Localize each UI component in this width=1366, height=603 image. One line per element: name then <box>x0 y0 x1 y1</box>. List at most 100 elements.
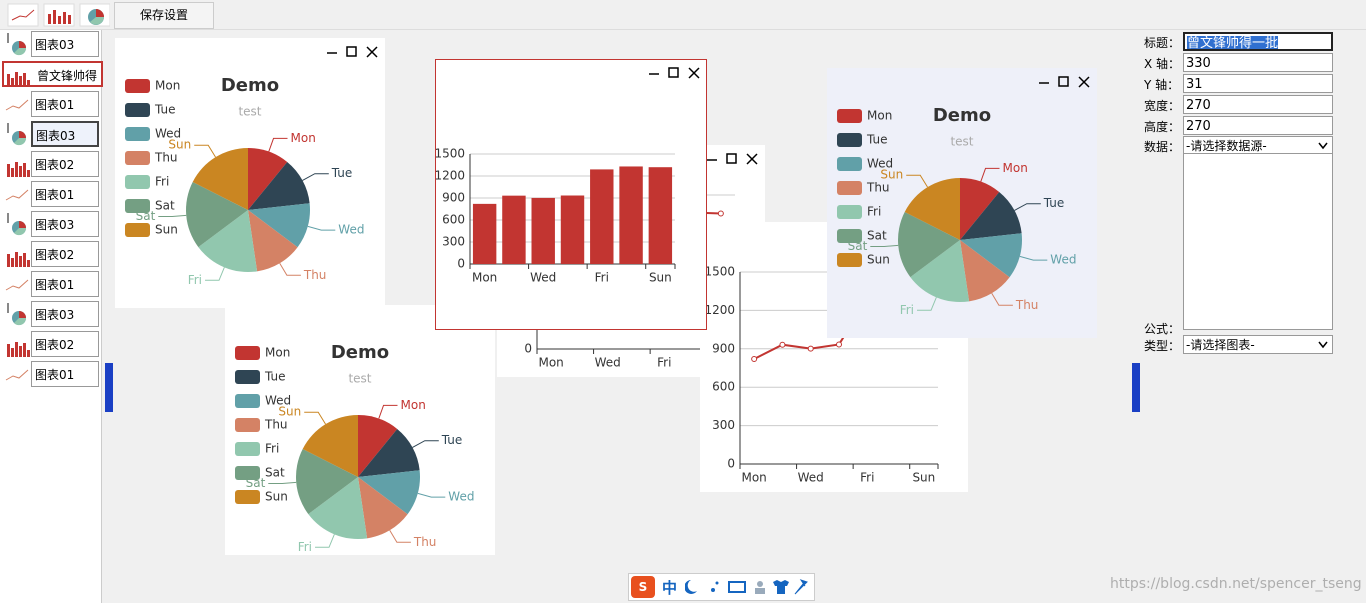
close[interactable] <box>366 46 378 58</box>
text-input[interactable]: 270 <box>1183 95 1333 114</box>
splitter[interactable] <box>105 363 113 412</box>
icon-shape <box>15 252 18 267</box>
splitter[interactable] <box>1132 363 1140 412</box>
text-input[interactable]: 330 <box>1183 53 1333 72</box>
chart: DemotestMonTueWedThuFriSatSunMonTueWedTh… <box>837 76 1090 317</box>
chart: DemotestMonTueWedThuFriSatSunMonTueWedTh… <box>235 313 488 554</box>
pie-slice <box>960 233 1022 278</box>
slice-label: Mon <box>291 131 316 145</box>
item-label: 图表01 <box>31 271 99 297</box>
window-controls[interactable] <box>1039 76 1090 88</box>
legend-label: Sat <box>867 229 887 243</box>
data-textarea[interactable] <box>1183 153 1333 330</box>
item-label: 图表02 <box>31 151 99 177</box>
slice-label: Fri <box>298 540 312 554</box>
legend-swatch <box>837 157 862 171</box>
icon-shape <box>19 346 22 357</box>
icon-shape <box>7 303 9 313</box>
label-line <box>279 263 301 276</box>
window-controls[interactable] <box>327 46 378 58</box>
chart-list-item[interactable]: 图表02 <box>2 150 100 179</box>
chart-list-item[interactable]: 图表03 <box>2 300 100 329</box>
legend-swatch <box>125 175 150 189</box>
chart-list-item[interactable]: 图表03 <box>2 210 100 239</box>
legend-label: Fri <box>155 175 169 189</box>
save-button[interactable]: 保存设置 <box>114 2 214 29</box>
icon-shape <box>23 253 26 267</box>
field-label: 高度： <box>1144 120 1181 134</box>
maximize[interactable] <box>346 46 357 57</box>
y-tick-label: 1200 <box>435 169 465 183</box>
icon-shape <box>19 41 26 48</box>
ime-icons <box>685 579 808 595</box>
ime-bar: S 中 <box>628 573 815 601</box>
legend-label: Sat <box>155 199 175 213</box>
legend-swatch <box>837 133 862 147</box>
item-icon <box>7 33 27 56</box>
close[interactable] <box>688 67 700 79</box>
pie-slice <box>904 178 960 240</box>
chart-list-item[interactable]: 图表02 <box>2 240 100 269</box>
icon-shape <box>14 228 27 236</box>
y-tick-label: 1500 <box>435 147 465 161</box>
pie-slice <box>960 240 1010 302</box>
text-input[interactable]: 270 <box>1183 116 1333 135</box>
icon-shape <box>7 254 10 267</box>
label-line <box>378 404 398 419</box>
x-tick-label: Fri <box>860 471 874 485</box>
pie-slice <box>358 428 420 477</box>
item-icon <box>5 279 29 291</box>
window-controls[interactable] <box>649 67 700 79</box>
chart-list-item[interactable]: 图表01 <box>2 180 100 209</box>
item-icon <box>5 189 29 201</box>
maximize[interactable] <box>668 67 679 78</box>
window-controls[interactable] <box>707 153 758 165</box>
chart-list-item[interactable]: 图表03 <box>2 120 100 149</box>
bar <box>531 197 555 264</box>
item-label: 曾文锋帅得 <box>2 61 103 87</box>
chart-list-item[interactable]: 图表02 <box>2 330 100 359</box>
y-tick-label: 300 <box>712 418 735 432</box>
icon-shape <box>11 258 14 267</box>
chart: DemotestMonTueWedThuFriSatSunMonTueWedTh… <box>125 46 378 287</box>
text-input[interactable]: 曾文锋帅得一批 <box>1183 32 1333 51</box>
icon-shape <box>14 138 27 146</box>
item-label: 图表03 <box>31 121 99 147</box>
x-tick-label: Sun <box>649 271 672 285</box>
label-line <box>417 492 446 498</box>
chart-list-item[interactable]: 图表01 <box>2 360 100 389</box>
input-value: 31 <box>1186 77 1203 92</box>
pie-slice <box>248 148 288 210</box>
text-input[interactable]: 31 <box>1183 74 1333 93</box>
icon-shape <box>15 162 18 177</box>
item-icon <box>7 342 30 357</box>
point <box>779 341 786 348</box>
point <box>836 341 842 348</box>
label-line <box>1014 203 1041 211</box>
maximize[interactable] <box>1058 76 1069 87</box>
icon-shape <box>19 76 22 87</box>
close[interactable] <box>746 153 758 165</box>
icon-shape <box>5 99 29 111</box>
pie-slice <box>308 477 368 539</box>
chart: 0 300 600 900 1200 1500 Mon Wed Fri Sun <box>435 67 700 285</box>
maximize[interactable] <box>726 153 737 164</box>
legend-label: Sun <box>265 490 288 504</box>
icon-shape <box>11 78 14 87</box>
item-label: 图表03 <box>31 211 99 237</box>
slice-label: Thu <box>303 268 327 282</box>
chart-list-item[interactable]: 图表01 <box>2 90 100 119</box>
type-select[interactable]: -请选择图表- <box>1183 335 1333 354</box>
chart-list-item[interactable]: 图表03 <box>2 30 100 59</box>
bar <box>560 195 585 264</box>
chart-list-item[interactable]: 曾文锋帅得 <box>2 60 103 89</box>
chart-list-item[interactable]: 图表01 <box>2 270 100 299</box>
item-icon <box>7 213 27 236</box>
label-line <box>268 137 288 152</box>
legend-label: Mon <box>155 79 180 93</box>
close[interactable] <box>1078 76 1090 88</box>
legend-swatch <box>125 127 150 141</box>
ime-mode[interactable]: 中 <box>662 579 678 597</box>
toolbar: 保存设置 <box>0 0 1366 30</box>
